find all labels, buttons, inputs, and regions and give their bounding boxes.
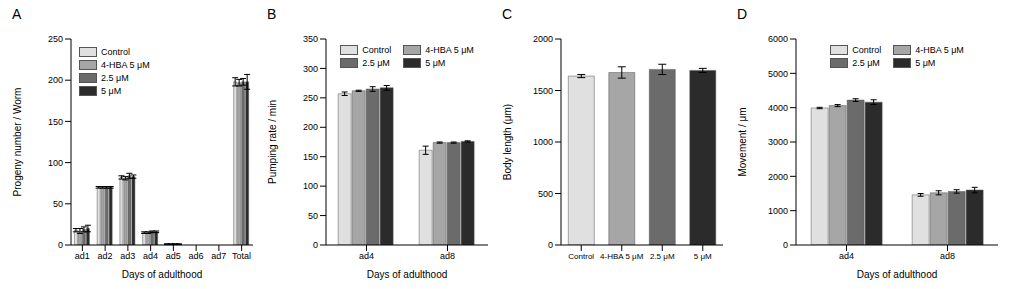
svg-text:0: 0 bbox=[58, 240, 63, 250]
svg-text:2000: 2000 bbox=[768, 172, 788, 182]
svg-text:Control: Control bbox=[568, 252, 594, 261]
html-text:4-HBA 5 μM: 4-HBA 5 μM bbox=[101, 59, 150, 70]
svg-text:ad7: ad7 bbox=[211, 251, 226, 261]
svg-text:ad5: ad5 bbox=[166, 251, 181, 261]
svg-text:5 μM: 5 μM bbox=[694, 252, 712, 261]
svg-text:50: 50 bbox=[308, 211, 318, 221]
html-text:2.5 μM: 2.5 μM bbox=[852, 57, 880, 68]
svg-text:100: 100 bbox=[48, 158, 63, 168]
svg-text:500: 500 bbox=[538, 189, 553, 199]
svg-text:0: 0 bbox=[313, 240, 318, 250]
html-text:5 μM: 5 μM bbox=[101, 85, 122, 96]
svg-text:2000: 2000 bbox=[533, 34, 553, 44]
html-text:Control: Control bbox=[852, 44, 882, 55]
html-text:Control: Control bbox=[101, 46, 130, 57]
html-text:5 μM: 5 μM bbox=[425, 57, 446, 68]
html-text:D: D bbox=[737, 6, 748, 22]
svg-text:Body length (μm): Body length (μm) bbox=[502, 104, 513, 180]
html-text:4-HBA 5 μM: 4-HBA 5 μM bbox=[425, 44, 474, 55]
svg-text:Days of adulthood: Days of adulthood bbox=[857, 269, 938, 280]
svg-text:ad8: ad8 bbox=[440, 251, 455, 261]
svg-text:4-HBA 5 μM: 4-HBA 5 μM bbox=[600, 252, 644, 261]
svg-text:0: 0 bbox=[783, 240, 788, 250]
svg-text:Days of adulthood: Days of adulthood bbox=[122, 269, 203, 280]
svg-text:ad4: ad4 bbox=[143, 251, 158, 261]
svg-text:150: 150 bbox=[48, 117, 63, 127]
svg-text:250: 250 bbox=[48, 34, 63, 44]
svg-text:Progeny number / Worm: Progeny number / Worm bbox=[12, 88, 23, 197]
html-text:2.5 μM: 2.5 μM bbox=[362, 57, 390, 68]
svg-text:ad4: ad4 bbox=[839, 251, 854, 261]
svg-text:6000: 6000 bbox=[768, 34, 788, 44]
html-text:4-HBA 5 μM: 4-HBA 5 μM bbox=[915, 44, 964, 55]
svg-text:1500: 1500 bbox=[533, 86, 553, 96]
svg-text:ad4: ad4 bbox=[359, 251, 374, 261]
svg-text:100: 100 bbox=[303, 181, 318, 191]
svg-text:ad1: ad1 bbox=[75, 251, 90, 261]
svg-text:5000: 5000 bbox=[768, 69, 788, 79]
svg-text:0: 0 bbox=[548, 240, 553, 250]
svg-text:ad3: ad3 bbox=[120, 251, 135, 261]
svg-text:1000: 1000 bbox=[533, 137, 553, 147]
svg-text:2.5 μM: 2.5 μM bbox=[650, 252, 675, 261]
html-text:5 μM: 5 μM bbox=[915, 57, 936, 68]
html-text:2.5 μM: 2.5 μM bbox=[101, 72, 129, 83]
svg-text:Movement / μm: Movement / μm bbox=[737, 107, 748, 176]
svg-text:200: 200 bbox=[48, 75, 63, 85]
svg-text:Total: Total bbox=[232, 251, 251, 261]
svg-text:Days of adulthood: Days of adulthood bbox=[367, 269, 448, 280]
svg-text:250: 250 bbox=[303, 93, 318, 103]
svg-text:350: 350 bbox=[303, 34, 318, 44]
svg-text:Pumping rate / min: Pumping rate / min bbox=[267, 100, 278, 184]
html-text:Control: Control bbox=[362, 44, 392, 55]
html-text:C: C bbox=[502, 6, 513, 22]
svg-text:3000: 3000 bbox=[768, 137, 788, 147]
svg-text:ad8: ad8 bbox=[940, 251, 955, 261]
svg-text:ad2: ad2 bbox=[98, 251, 113, 261]
svg-text:1000: 1000 bbox=[768, 206, 788, 216]
svg-text:ad6: ad6 bbox=[189, 251, 204, 261]
svg-text:300: 300 bbox=[303, 64, 318, 74]
svg-text:4000: 4000 bbox=[768, 103, 788, 113]
html-text:A: A bbox=[12, 6, 22, 22]
html-text:B: B bbox=[267, 6, 277, 22]
svg-text:50: 50 bbox=[53, 199, 63, 209]
svg-text:200: 200 bbox=[303, 122, 318, 132]
svg-text:150: 150 bbox=[303, 152, 318, 162]
